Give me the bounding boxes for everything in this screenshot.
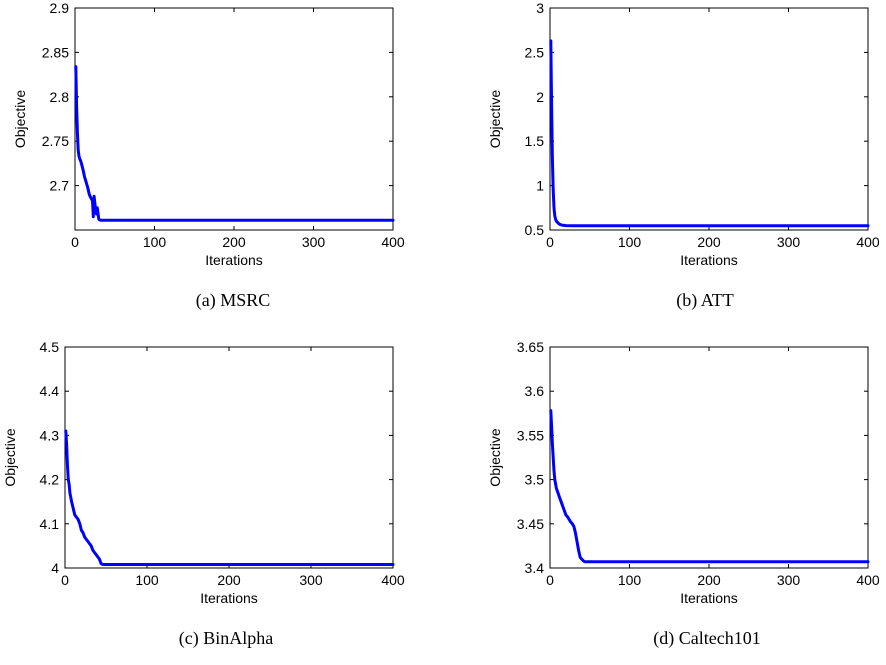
x-tick-label: 200: [222, 234, 246, 250]
series-line: [64, 429, 395, 566]
y-tick-label: 2.5: [525, 44, 545, 60]
y-tick-label: 3.65: [517, 339, 544, 355]
series-line: [549, 39, 870, 228]
x-tick-label: 0: [61, 572, 69, 588]
x-tick-label: 100: [143, 234, 167, 250]
plot-area: [74, 7, 394, 231]
x-tick-label: 300: [299, 572, 323, 588]
x-tick-label: 100: [618, 572, 642, 588]
x-tick-label: 300: [302, 234, 326, 250]
plot-area: [549, 7, 869, 231]
chart-panel: 0 100 200 300 400 3.4 3.45 3.5 3.55 3.6 3.65 Iterat…: [487, 339, 880, 649]
chart-panel: 0 100 200 300 400 2.7 2.75 2.8 2.85 2.9 Iterations…: [12, 0, 405, 311]
chart-caption: (c) BinAlpha: [179, 628, 273, 649]
chart-panel: 0 100 200 300 400 0.5 1 1.5 2 2.5 3 Iterations Objec…: [487, 0, 880, 311]
x-tick-label: 0: [71, 234, 79, 250]
y-tick-label: 1: [536, 178, 544, 194]
chart-caption: (b) ATT: [676, 290, 734, 311]
y-tick-label: 4: [51, 560, 59, 576]
y-tick-label: 3.6: [525, 383, 545, 399]
y-tick-label: 3.4: [525, 560, 545, 576]
x-tick-label: 400: [856, 572, 880, 588]
y-axis-label: Objective: [487, 428, 503, 487]
y-tick-label: 3.45: [517, 516, 544, 532]
y-tick-label: 4.3: [40, 427, 60, 443]
y-tick-label: 4.5: [40, 339, 60, 355]
chart-panel: 0 100 200 300 400 4 4.1 4.2 4.3 4.4 4.5 Iterations O…: [2, 339, 405, 649]
y-tick-label: 4.2: [40, 472, 60, 488]
x-tick-label: 300: [777, 234, 801, 250]
y-axis-label: Objective: [487, 90, 503, 149]
x-tick-label: 0: [546, 234, 554, 250]
y-tick-label: 1.5: [525, 133, 545, 149]
y-axis-label: Objective: [2, 428, 18, 487]
x-tick-label: 400: [856, 234, 880, 250]
series-line: [549, 409, 870, 564]
y-tick-label: 4.1: [40, 516, 60, 532]
y-tick-label: 4.4: [40, 383, 60, 399]
y-tick-label: 2.7: [50, 178, 70, 194]
x-tick-label: 200: [697, 234, 721, 250]
x-tick-label: 400: [381, 572, 405, 588]
y-tick-label: 2.8: [50, 89, 70, 105]
x-tick-label: 100: [135, 572, 159, 588]
y-tick-label: 3.55: [517, 427, 544, 443]
x-tick-label: 300: [777, 572, 801, 588]
y-tick-label: 2.9: [50, 0, 70, 16]
x-tick-label: 0: [546, 572, 554, 588]
plot-area: [549, 346, 869, 569]
y-tick-label: 2: [536, 89, 544, 105]
y-axis-label: Objective: [12, 90, 28, 149]
x-tick-label: 400: [381, 234, 405, 250]
x-axis-label: Iterations: [680, 590, 738, 606]
x-axis-label: Iterations: [680, 252, 738, 268]
series-line: [74, 65, 395, 222]
x-tick-label: 200: [697, 572, 721, 588]
chart-caption: (a) MSRC: [196, 290, 271, 311]
x-axis-label: Iterations: [205, 252, 263, 268]
plot-area: [64, 346, 394, 569]
x-tick-label: 200: [217, 572, 241, 588]
y-tick-label: 3: [536, 0, 544, 16]
y-tick-label: 2.85: [42, 44, 69, 60]
y-tick-label: 3.5: [525, 472, 545, 488]
y-tick-label: 0.5: [525, 222, 545, 238]
x-axis-label: Iterations: [200, 590, 258, 606]
x-tick-label: 100: [618, 234, 642, 250]
y-tick-label: 2.75: [42, 133, 69, 149]
chart-caption: (d) Caltech101: [653, 628, 760, 649]
